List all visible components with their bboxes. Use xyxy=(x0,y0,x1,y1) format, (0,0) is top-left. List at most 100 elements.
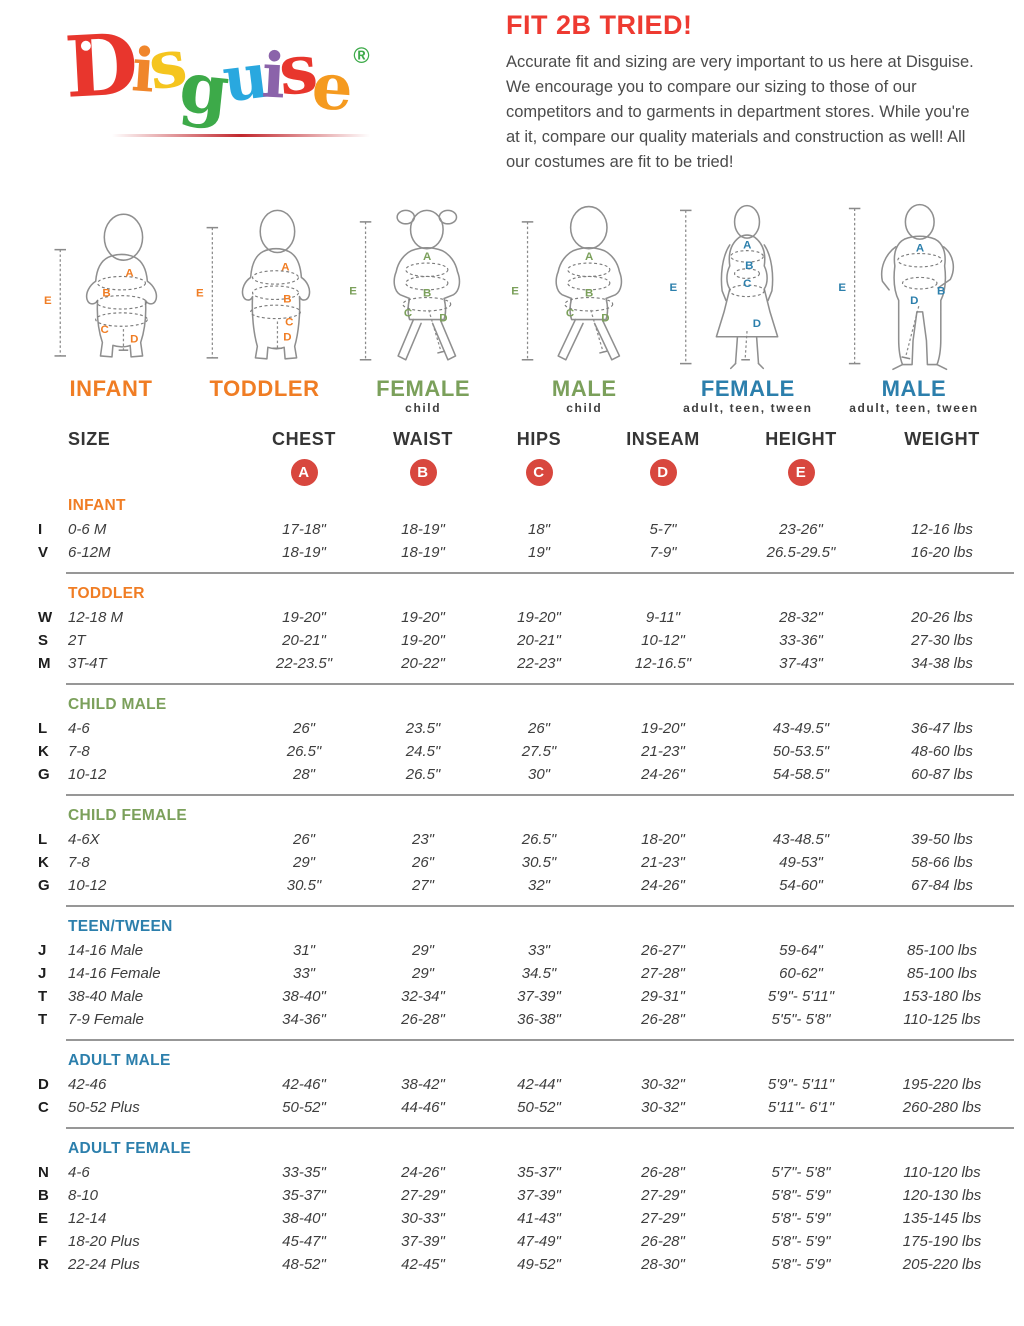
column-label: WAIST xyxy=(393,429,453,450)
table-row: B 8-10 35-37" 27-29" 37-39" 27-29" 5'8"-… xyxy=(38,1184,1014,1207)
marker-a: A xyxy=(125,268,133,280)
table-row: C 50-52 Plus 50-52" 44-46" 50-52" 30-32"… xyxy=(38,1096,1014,1119)
row-waist: 44-46" xyxy=(401,1099,445,1117)
row-size: 8-10 xyxy=(68,1187,99,1205)
figure-caption: FEMALE xyxy=(700,376,795,402)
section-rows: D 42-46 42-46" 38-42" 42-44" 30-32" 5'9"… xyxy=(38,1073,1014,1119)
row-hips: 50-52" xyxy=(517,1099,561,1117)
marker-badge-a: A xyxy=(290,459,318,487)
table-row: T 38-40 Male 38-40" 32-34" 37-39" 29-31"… xyxy=(38,985,1014,1008)
row-chest: 26" xyxy=(292,720,315,738)
figure-caption: FEMALE xyxy=(376,376,471,402)
logo-underline xyxy=(112,134,370,137)
row-height: 43-49.5" xyxy=(772,720,830,738)
row-height: 43-48.5" xyxy=(772,831,830,849)
logo-word: Disguise® xyxy=(60,14,480,132)
row-letter: J xyxy=(38,942,47,960)
row-hips: 37-39" xyxy=(517,1187,561,1205)
row-size: 3T-4T xyxy=(68,655,107,673)
row-weight: 20-26 lbs xyxy=(911,609,973,627)
marker-a: A xyxy=(585,252,593,264)
table-row: I 0-6 M 17-18" 18-19" 18" 5-7" 23-26" 12… xyxy=(38,518,1014,541)
section-title: INFANT xyxy=(68,497,126,515)
row-letter: G xyxy=(38,877,50,895)
row-height: 5'9"- 5'11" xyxy=(767,1076,835,1094)
row-inseam: 27-28" xyxy=(641,965,685,983)
column-header-height: HEIGHT E xyxy=(732,429,870,487)
row-size: 42-46 xyxy=(68,1076,107,1094)
figure-male-adult: E A B D MALE adult, teen, tween xyxy=(834,197,994,415)
row-inseam: 21-23" xyxy=(641,854,685,872)
row-inseam: 10-12" xyxy=(641,632,685,650)
row-size: 14-16 Male xyxy=(68,942,144,960)
row-inseam: 30-32" xyxy=(641,1099,685,1117)
figure-subcaption: child xyxy=(405,401,442,416)
table-row: D 42-46 42-46" 38-42" 42-44" 30-32" 5'9"… xyxy=(38,1073,1014,1096)
row-waist: 38-42" xyxy=(401,1076,445,1094)
row-hips: 30" xyxy=(527,766,550,784)
row-chest: 26.5" xyxy=(286,743,322,761)
section-divider xyxy=(66,905,1014,908)
marker-b: B xyxy=(283,294,291,306)
row-inseam: 21-23" xyxy=(641,743,685,761)
row-height: 59-64" xyxy=(779,942,823,960)
row-letter: S xyxy=(38,632,49,650)
row-chest: 38-40" xyxy=(282,1210,326,1228)
row-inseam: 29-31" xyxy=(641,988,685,1006)
row-chest: 34-36" xyxy=(282,1011,326,1029)
row-size: 50-52 Plus xyxy=(68,1099,140,1117)
female-child-figure-illustration: E A B C D xyxy=(349,210,461,361)
row-waist: 30-33" xyxy=(401,1210,445,1228)
row-letter: M xyxy=(38,655,51,673)
table-section: CHILD FEMALE L 4-6X 26" 23" 26.5" 18-20"… xyxy=(38,807,1014,908)
marker-badge-d: D xyxy=(649,459,677,487)
registered-mark: ® xyxy=(353,42,370,68)
marker-c: C xyxy=(744,278,752,290)
table-row: J 14-16 Male 31" 29" 33" 26-27" 59-64" 8… xyxy=(38,939,1014,962)
row-hips: 49-52" xyxy=(517,1256,561,1274)
row-letter: T xyxy=(38,988,48,1006)
row-inseam: 26-28" xyxy=(641,1164,685,1182)
table-header-row: SIZE CHEST A WAIST B HIPS C INSEAM D HEI… xyxy=(38,429,1014,487)
row-waist: 29" xyxy=(411,965,434,983)
row-inseam: 7-9" xyxy=(649,544,677,562)
table-section: TEEN/TWEEN J 14-16 Male 31" 29" 33" 26-2… xyxy=(38,918,1014,1042)
column-label: HIPS xyxy=(516,429,562,450)
row-hips: 41-43" xyxy=(517,1210,561,1228)
marker-d: D xyxy=(130,334,138,346)
logo-letter: D xyxy=(62,14,141,117)
marker-e: E xyxy=(44,296,52,308)
row-height: 28-32" xyxy=(779,609,823,627)
figure-infant: E A B C D INFANT xyxy=(36,197,186,415)
disguise-logo: Disguise® xyxy=(60,6,480,175)
row-weight: 85-100 lbs xyxy=(906,942,978,960)
marker-d: D xyxy=(601,313,609,325)
figure-subcaption: child xyxy=(566,401,603,416)
row-hips: 37-39" xyxy=(517,988,561,1006)
row-weight: 27-30 lbs xyxy=(911,632,973,650)
table-row: R 22-24 Plus 48-52" 42-45" 49-52" 28-30"… xyxy=(38,1253,1014,1276)
row-chest: 31" xyxy=(292,942,315,960)
row-inseam: 24-26" xyxy=(641,766,685,784)
column-header-waist: WAIST B xyxy=(362,429,484,487)
row-weight: 205-220 lbs xyxy=(902,1256,982,1274)
section-title: CHILD FEMALE xyxy=(68,807,187,825)
row-letter: K xyxy=(38,854,49,872)
row-size: 6-12M xyxy=(68,544,111,562)
row-size: 14-16 Female xyxy=(68,965,161,983)
table-row: K 7-8 26.5" 24.5" 27.5" 21-23" 50-53.5" … xyxy=(38,740,1014,763)
row-waist: 42-45" xyxy=(401,1256,445,1274)
row-letter: B xyxy=(38,1187,49,1205)
table-row: L 4-6 26" 23.5" 26" 19-20" 43-49.5" 36-4… xyxy=(38,717,1014,740)
table-section: INFANT I 0-6 M 17-18" 18-19" 18" 5-7" 23… xyxy=(38,497,1014,575)
section-divider xyxy=(66,1039,1014,1042)
row-weight: 34-38 lbs xyxy=(911,655,973,673)
row-letter: K xyxy=(38,743,49,761)
table-section: CHILD MALE L 4-6 26" 23.5" 26" 19-20" 43… xyxy=(38,696,1014,797)
row-inseam: 5-7" xyxy=(649,521,677,539)
marker-d: D xyxy=(439,313,447,325)
row-waist: 23.5" xyxy=(405,720,441,738)
row-waist: 23" xyxy=(411,831,434,849)
marker-badge-c: C xyxy=(525,459,553,487)
row-hips: 30.5" xyxy=(521,854,557,872)
